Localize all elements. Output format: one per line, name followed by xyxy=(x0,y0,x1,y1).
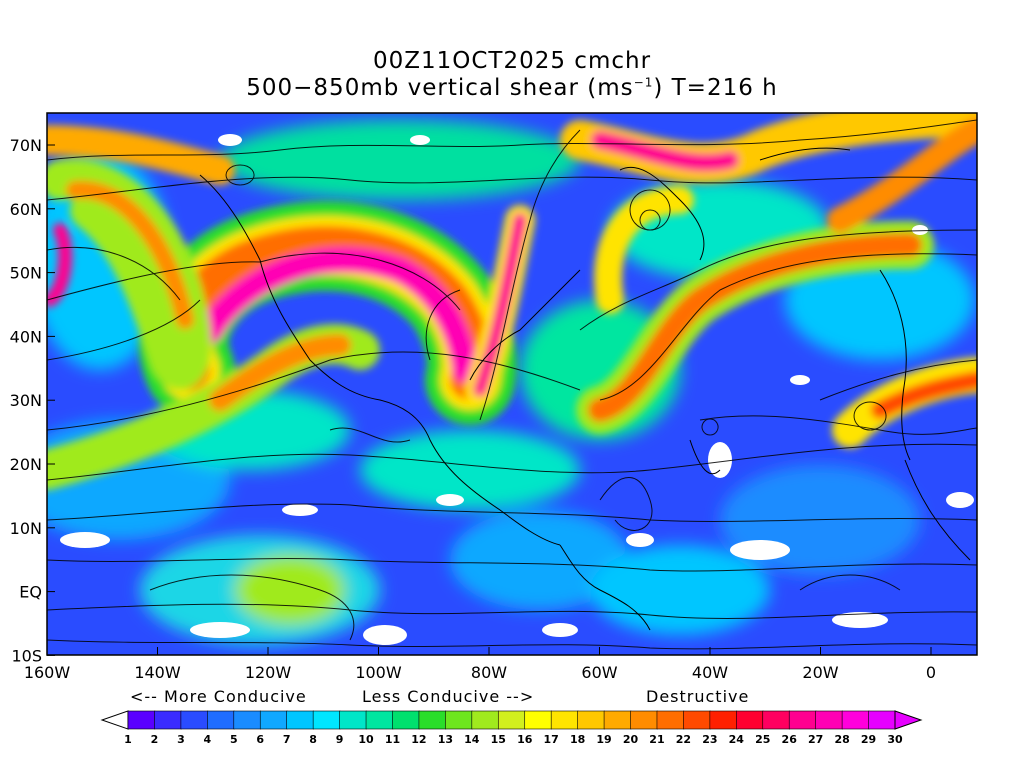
colorbar-tick-label: 23 xyxy=(702,733,717,746)
colorbar-box xyxy=(841,710,870,730)
colorbar-box xyxy=(577,710,605,730)
colorbar-tick-label: 27 xyxy=(808,733,823,746)
colorbar-box xyxy=(392,710,420,730)
lon-label: 160W xyxy=(24,663,71,682)
lat-label: 30N xyxy=(10,391,42,410)
colorbar-box xyxy=(471,710,500,730)
colorbar-tick-label: 1 xyxy=(124,733,132,746)
colorbar-tick-label: 7 xyxy=(283,733,291,746)
colorbar-box xyxy=(736,710,764,730)
colorbar-box xyxy=(683,710,711,730)
colorbar-tick-label: 4 xyxy=(204,733,212,746)
colorbar-tick-label: 2 xyxy=(151,733,159,746)
colorbar-box xyxy=(259,710,288,730)
colorbar-tick-label: 21 xyxy=(649,733,664,746)
colorbar-tick-label: 3 xyxy=(177,733,185,746)
colorbar-box xyxy=(233,710,262,730)
colorbar-tick-label: 15 xyxy=(491,733,506,746)
colorbar-box xyxy=(286,710,314,730)
colorbar-tick-label: 6 xyxy=(256,733,264,746)
colorbar-box xyxy=(815,710,843,730)
colorbar-tick-label: 12 xyxy=(411,733,426,746)
less-conducive-label: Less Conducive --> xyxy=(362,687,534,706)
lon-label: 60W xyxy=(581,663,617,682)
colorbar-box xyxy=(127,710,156,730)
lat-label: 20N xyxy=(10,455,42,474)
colorbar-box xyxy=(630,710,658,730)
colorbar-box xyxy=(709,710,738,730)
destructive-label: Destructive xyxy=(646,687,749,706)
shear-field xyxy=(47,113,977,655)
colorbar-box xyxy=(656,710,685,730)
coastlines xyxy=(199,147,971,631)
colorbar-tick-label: 13 xyxy=(438,733,453,746)
lat-label: 40N xyxy=(10,327,42,346)
colorbar-tick-label: 18 xyxy=(570,733,585,746)
lat-label: 50N xyxy=(10,264,42,283)
colorbar-tick-label: 28 xyxy=(834,733,849,746)
colorbar-box xyxy=(339,710,367,730)
colorbar-tick-label: 8 xyxy=(309,733,317,746)
colorbar-box xyxy=(154,710,182,730)
lat-label: 70N xyxy=(10,136,42,155)
map-title-line-1: 00Z11OCT2025 cmchr xyxy=(372,48,652,74)
lon-label: 0 xyxy=(926,663,936,682)
lat-label: 10S xyxy=(11,646,42,665)
longitude-axis: 160W 140W 120W 100W 80W 60W 40W 20W 0 xyxy=(24,647,936,682)
colorbar-tick-label: 25 xyxy=(755,733,770,746)
colorbar-box xyxy=(365,710,394,730)
lon-label: 20W xyxy=(802,663,838,682)
colorbar-tick-label: 22 xyxy=(676,733,691,746)
colorbar-box xyxy=(312,710,341,730)
map-frame xyxy=(46,112,978,656)
lon-label: 80W xyxy=(471,663,507,682)
lat-label: EQ xyxy=(19,583,42,602)
colorbar-tick-label: 11 xyxy=(385,733,400,746)
colorbar-tick-label: 10 xyxy=(358,733,374,746)
lat-label: 10N xyxy=(10,519,42,538)
latitude-axis: 70N 60N 50N 40N 30N 20N 10N EQ 10S xyxy=(10,136,55,665)
colorbar-box xyxy=(603,710,632,730)
colorbar-tick-label: 30 xyxy=(887,733,903,746)
lon-label: 120W xyxy=(245,663,292,682)
colorbar-box xyxy=(180,710,209,730)
colorbar-box xyxy=(418,710,447,730)
streamlines xyxy=(47,119,977,650)
title-variable: 500−850mb vertical shear (ms xyxy=(246,75,634,101)
shear-colorbar: 1 2 3 4 5 6 7 8 9 10 11 12 13 14 15 16 17 18 19 20 21 22 23 24 2… xyxy=(100,710,923,746)
colorbar-low-arrow xyxy=(100,710,129,730)
colorbar-box xyxy=(868,710,896,730)
colorbar-box xyxy=(550,710,579,730)
colorbar-box xyxy=(497,710,526,730)
colorbar-tick-label: 16 xyxy=(517,733,533,746)
colorbar-box xyxy=(207,710,235,730)
colorbar-tick-label: 24 xyxy=(729,733,745,746)
colorbar-tick-label: 29 xyxy=(861,733,876,746)
lon-label: 100W xyxy=(355,663,402,682)
more-conducive-label: <-- More Conducive xyxy=(130,687,307,706)
colorbar-tick-label: 26 xyxy=(782,733,798,746)
colorbar-box xyxy=(445,710,473,730)
colorbar-tick-label: 19 xyxy=(596,733,611,746)
title-forecast-hour: ) T=216 h xyxy=(653,75,778,101)
colorbar-tick-label: 17 xyxy=(544,733,559,746)
colorbar-box xyxy=(788,710,817,730)
colorbar-tick-label: 5 xyxy=(230,733,238,746)
colorbar-tick-label: 14 xyxy=(464,733,480,746)
colorbar-tick-label: 20 xyxy=(623,733,639,746)
colorbar-box xyxy=(762,710,791,730)
colorbar-box xyxy=(524,710,552,730)
title-unit-exponent: −1 xyxy=(633,75,654,90)
colorbar-tick-label: 9 xyxy=(336,733,344,746)
colorbar-high-arrow xyxy=(894,710,923,730)
lon-label: 40W xyxy=(692,663,728,682)
lon-label: 140W xyxy=(134,663,181,682)
lat-label: 60N xyxy=(10,200,42,219)
map-title-line-2: 500−850mb vertical shear (ms−1) T=216 h xyxy=(0,75,1024,101)
